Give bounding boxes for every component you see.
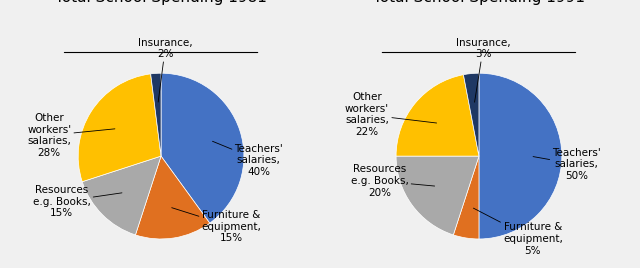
Text: Teachers'
salaries,
50%: Teachers' salaries, 50%: [533, 148, 601, 181]
Wedge shape: [78, 74, 161, 182]
Title: Total School Spending 1991: Total School Spending 1991: [373, 0, 585, 5]
Wedge shape: [463, 73, 479, 156]
Text: Resources
e.g. Books,
15%: Resources e.g. Books, 15%: [33, 185, 122, 218]
Text: Insurance,
3%: Insurance, 3%: [456, 38, 511, 102]
Text: Resources
e.g. Books,
20%: Resources e.g. Books, 20%: [351, 164, 435, 198]
Wedge shape: [82, 156, 161, 235]
Text: Furniture &
equipment,
15%: Furniture & equipment, 15%: [172, 208, 261, 243]
Text: Teachers'
salaries,
40%: Teachers' salaries, 40%: [212, 141, 284, 177]
Wedge shape: [150, 73, 161, 156]
Wedge shape: [396, 75, 479, 156]
Wedge shape: [479, 73, 562, 239]
Wedge shape: [396, 156, 479, 235]
Text: Other
workers'
salaries,
22%: Other workers' salaries, 22%: [345, 92, 436, 137]
Wedge shape: [453, 156, 479, 239]
Wedge shape: [136, 156, 210, 239]
Title: Total School Spending 1981: Total School Spending 1981: [55, 0, 267, 5]
Wedge shape: [161, 73, 244, 223]
Text: Insurance,
2%: Insurance, 2%: [138, 38, 193, 102]
Text: Furniture &
equipment,
5%: Furniture & equipment, 5%: [474, 208, 563, 256]
Text: Other
workers'
salaries,
28%: Other workers' salaries, 28%: [27, 113, 115, 158]
